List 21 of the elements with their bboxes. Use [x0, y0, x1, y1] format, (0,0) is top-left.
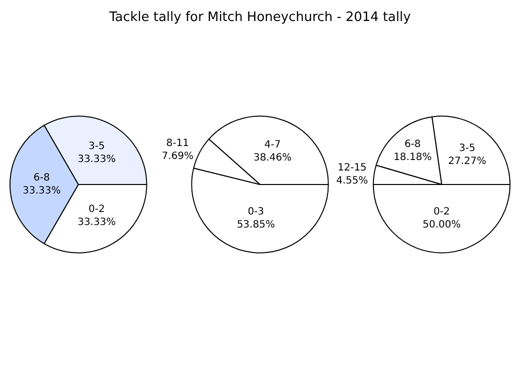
- slice-label: 0-2: [88, 204, 105, 216]
- text: Tackle tally for Mitch Honeychurch - 2014 tally: [108, 10, 412, 25]
- slice-label: 3-5: [88, 140, 105, 152]
- data-label: 33.33%: [78, 217, 116, 228]
- data-label: 18.18%: [394, 152, 432, 163]
- slice-label: 6-8: [34, 172, 50, 184]
- slice-label: 6-8: [404, 138, 421, 150]
- data-label: 27.27%: [448, 156, 486, 168]
- slice-label: 12-15: [338, 162, 367, 174]
- slice-label: 4-7: [264, 139, 281, 150]
- data-label: 38.46%: [253, 152, 292, 164]
- data-label: 50.00%: [422, 220, 461, 231]
- data-label: 33.33%: [78, 154, 116, 165]
- data-label: 53.85%: [236, 219, 275, 230]
- data-label: 7.69%: [162, 151, 194, 162]
- slice-label: 8-11: [166, 138, 189, 150]
- slice-label: 0-2: [433, 206, 450, 218]
- slice-label: 0-3: [248, 206, 264, 218]
- data-label: 33.33%: [22, 186, 61, 196]
- slice-label: 3-5: [458, 143, 476, 154]
- data-label: 4.55%: [336, 176, 368, 187]
